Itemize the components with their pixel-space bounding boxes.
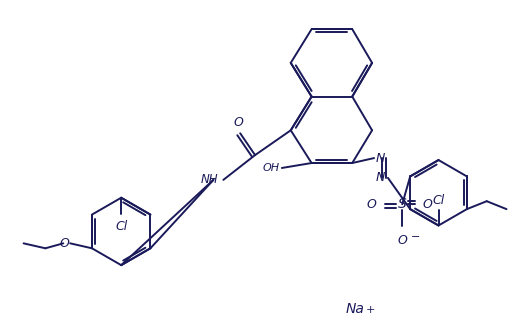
Text: NH: NH	[201, 173, 218, 186]
Text: O: O	[422, 198, 432, 211]
Text: Cl: Cl	[115, 219, 127, 233]
Text: N: N	[376, 171, 386, 184]
Text: O: O	[367, 198, 377, 211]
Text: N: N	[376, 152, 386, 165]
Text: O: O	[233, 116, 243, 129]
Text: O: O	[59, 237, 69, 250]
Text: Cl: Cl	[432, 194, 444, 207]
Text: +: +	[366, 305, 376, 315]
Text: Na: Na	[345, 302, 364, 316]
Text: OH: OH	[262, 163, 280, 173]
Text: S: S	[398, 197, 407, 211]
Text: O: O	[397, 234, 407, 247]
Text: −: −	[411, 232, 421, 242]
